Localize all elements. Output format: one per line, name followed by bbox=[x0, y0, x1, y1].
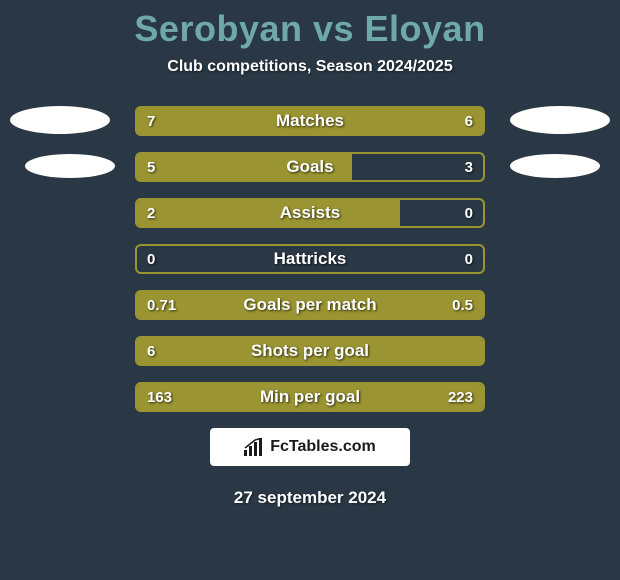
bar-value-right: 0 bbox=[465, 200, 473, 226]
bar-label: Matches bbox=[137, 108, 483, 134]
bar-label: Hattricks bbox=[137, 246, 483, 272]
comparison-infographic: Serobyan vs Eloyan Club competitions, Se… bbox=[0, 0, 620, 580]
stat-bar: 0.71Goals per match0.5 bbox=[135, 290, 485, 320]
bar-value-right: 0 bbox=[465, 246, 473, 272]
player-left-avatar bbox=[10, 106, 110, 134]
branding-badge: FcTables.com bbox=[210, 428, 410, 466]
bars-area: 7Matches65Goals32Assists00Hattricks00.71… bbox=[0, 106, 620, 412]
stat-bar: 7Matches6 bbox=[135, 106, 485, 136]
stat-bar: 163Min per goal223 bbox=[135, 382, 485, 412]
bar-label: Shots per goal bbox=[137, 338, 483, 364]
page-title: Serobyan vs Eloyan bbox=[0, 0, 620, 50]
date-text: 27 september 2024 bbox=[0, 488, 620, 508]
bar-label: Min per goal bbox=[137, 384, 483, 410]
chart-icon bbox=[244, 438, 266, 456]
bar-label: Assists bbox=[137, 200, 483, 226]
player-right-avatar bbox=[510, 106, 610, 134]
player-left-avatar-shadow bbox=[25, 154, 115, 178]
subtitle: Club competitions, Season 2024/2025 bbox=[0, 58, 620, 76]
player-right-avatar-shadow bbox=[510, 154, 600, 178]
bar-value-right: 223 bbox=[448, 384, 473, 410]
stat-bar: 5Goals3 bbox=[135, 152, 485, 182]
stat-bar: 2Assists0 bbox=[135, 198, 485, 228]
bar-value-right: 3 bbox=[465, 154, 473, 180]
bar-label: Goals per match bbox=[137, 292, 483, 318]
stat-bar: 0Hattricks0 bbox=[135, 244, 485, 274]
bar-value-right: 0.5 bbox=[452, 292, 473, 318]
bar-value-right: 6 bbox=[465, 108, 473, 134]
branding-text: FcTables.com bbox=[270, 438, 376, 456]
stat-bar: 6Shots per goal bbox=[135, 336, 485, 366]
bar-label: Goals bbox=[137, 154, 483, 180]
bars-mount: 7Matches65Goals32Assists00Hattricks00.71… bbox=[0, 106, 620, 412]
